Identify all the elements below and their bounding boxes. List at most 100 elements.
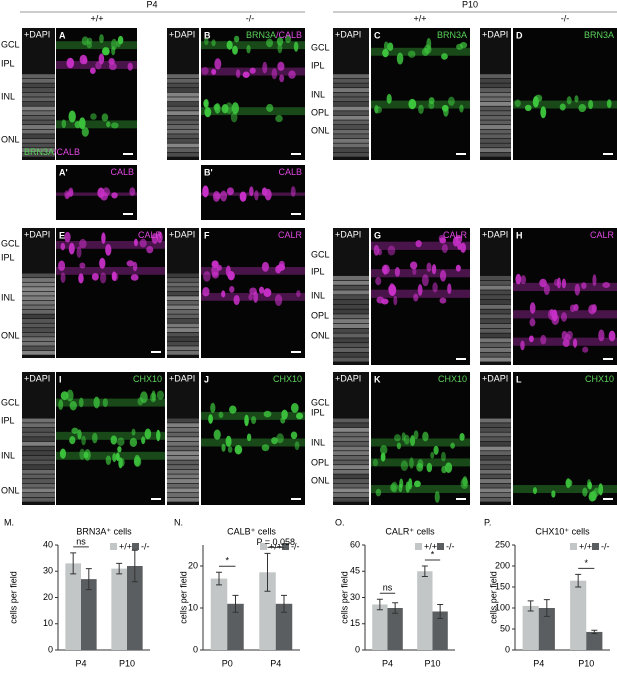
layer-band xyxy=(56,41,137,50)
error-bar xyxy=(70,552,77,575)
cell xyxy=(101,113,109,122)
cell xyxy=(129,437,138,448)
dapi-texture xyxy=(333,125,369,129)
layer-label: IPL xyxy=(1,252,15,262)
cell xyxy=(99,34,104,44)
cell xyxy=(290,186,296,197)
cell xyxy=(132,261,138,272)
cell xyxy=(246,433,252,442)
dapi-texture xyxy=(22,300,55,305)
cell xyxy=(156,429,161,442)
dapi-texture xyxy=(333,83,369,88)
dapi-texture xyxy=(167,83,199,88)
dapi-texture xyxy=(22,469,55,474)
dapi-texture xyxy=(480,74,511,79)
cell xyxy=(271,437,278,445)
marker-part: BRN3A xyxy=(584,30,614,40)
dapi-texture xyxy=(480,304,511,309)
dapi-texture xyxy=(22,497,55,502)
cell xyxy=(581,282,587,289)
cell xyxy=(231,102,239,115)
layer-band xyxy=(201,293,305,301)
cell xyxy=(606,99,612,109)
dapi-texture xyxy=(333,138,369,143)
dapi-strip xyxy=(333,28,369,160)
dapi-texture xyxy=(167,323,199,328)
bar xyxy=(538,608,555,650)
layer-band xyxy=(371,438,470,447)
cell xyxy=(93,396,100,409)
cell xyxy=(528,335,534,343)
cell xyxy=(569,304,576,313)
cell xyxy=(290,431,298,440)
dapi-label: +DAPI xyxy=(169,29,195,39)
dapi-texture xyxy=(480,134,511,139)
cell xyxy=(242,71,250,78)
cell xyxy=(608,330,616,342)
cell xyxy=(91,273,99,281)
dapi-label: +DAPI xyxy=(24,29,50,39)
dapi-texture xyxy=(167,488,199,493)
cell xyxy=(144,428,152,440)
layer-label: ONL xyxy=(311,475,330,485)
cell xyxy=(295,412,304,420)
cell xyxy=(203,98,209,109)
cell xyxy=(218,411,224,419)
cell xyxy=(127,62,133,71)
error-bar xyxy=(376,598,383,611)
marker-part: /CALB xyxy=(276,30,302,40)
cell xyxy=(416,462,424,472)
dapi-texture xyxy=(22,337,55,342)
panel-letter: A' xyxy=(59,167,68,177)
cell xyxy=(105,244,112,256)
dapi-texture xyxy=(167,423,199,428)
dapi-strip xyxy=(167,228,199,358)
cell xyxy=(118,457,123,469)
layer-band xyxy=(513,485,617,494)
dapi-texture xyxy=(480,78,511,83)
dapi-texture xyxy=(167,346,199,351)
legend-swatch xyxy=(132,543,139,550)
error-bar xyxy=(131,549,138,583)
dapi-texture xyxy=(480,437,511,442)
cell xyxy=(279,74,285,83)
dapi-texture xyxy=(480,441,511,446)
layer-label: ONL xyxy=(1,330,20,340)
dapi-texture xyxy=(480,97,511,102)
marker-label: CHX10 xyxy=(585,374,614,384)
legend-swatch xyxy=(437,543,444,550)
cell xyxy=(106,121,111,128)
cell xyxy=(246,45,251,54)
dapi-label: +DAPI xyxy=(169,373,195,383)
y-tick-label: 15 xyxy=(350,618,360,628)
cell xyxy=(249,186,254,197)
legend-label: -/- xyxy=(141,541,150,551)
layer-label: IPL xyxy=(311,407,325,417)
dapi-texture xyxy=(480,328,511,333)
layer-band xyxy=(371,485,470,494)
cell xyxy=(460,242,467,253)
cell xyxy=(78,273,84,284)
cell xyxy=(262,61,268,74)
layer-label: INL xyxy=(1,292,15,302)
cell xyxy=(213,429,221,440)
cell xyxy=(598,483,604,496)
cell xyxy=(543,283,550,296)
dapi-texture xyxy=(480,474,511,479)
bar xyxy=(65,563,81,650)
dapi-texture xyxy=(167,469,199,474)
dapi-texture xyxy=(167,328,199,332)
dapi-texture xyxy=(22,346,55,351)
cell xyxy=(254,190,259,201)
dapi-texture xyxy=(22,451,55,456)
cell xyxy=(203,271,211,282)
cell xyxy=(211,39,216,47)
cell xyxy=(382,48,389,58)
cell xyxy=(275,265,282,274)
dapi-texture xyxy=(22,341,55,346)
cell xyxy=(95,61,102,70)
dapi-texture xyxy=(22,460,55,465)
layer-label: ONL xyxy=(1,134,20,144)
dapi-texture xyxy=(167,446,199,451)
dapi-texture xyxy=(333,115,369,120)
